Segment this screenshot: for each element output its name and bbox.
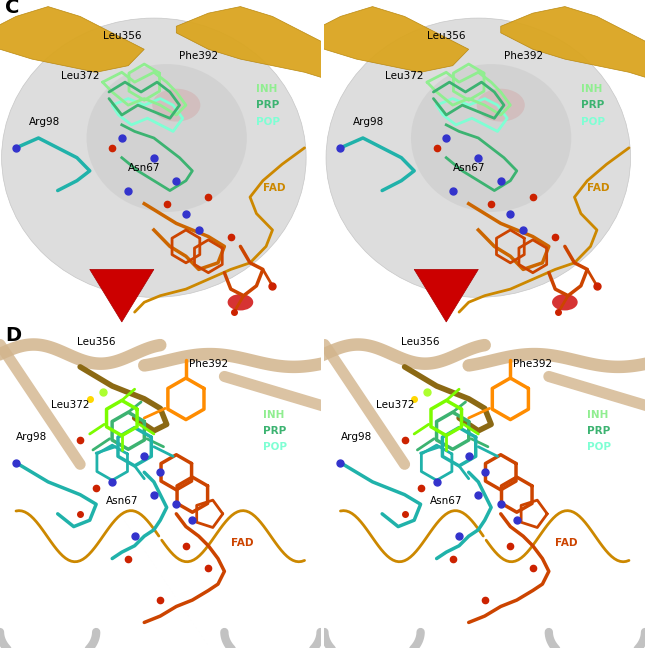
Text: PRP: PRP	[588, 426, 611, 436]
Polygon shape	[0, 6, 144, 73]
Text: Asn67: Asn67	[128, 163, 161, 173]
Text: FAD: FAD	[588, 183, 610, 192]
Text: POP: POP	[588, 442, 611, 452]
Text: INH: INH	[581, 84, 602, 94]
Text: Phe392: Phe392	[504, 51, 542, 61]
Text: Leu372: Leu372	[385, 71, 424, 81]
Text: Leu372: Leu372	[375, 400, 414, 410]
Ellipse shape	[552, 294, 578, 310]
Text: FAD: FAD	[555, 538, 578, 548]
Polygon shape	[176, 6, 337, 82]
Text: POP: POP	[263, 442, 287, 452]
Text: PRP: PRP	[581, 100, 604, 110]
Text: Arg98: Arg98	[29, 117, 60, 127]
Ellipse shape	[1, 18, 306, 297]
Text: INH: INH	[263, 410, 284, 420]
Text: INH: INH	[257, 84, 278, 94]
Polygon shape	[308, 6, 469, 73]
Text: INH: INH	[588, 410, 609, 420]
Text: Leu372: Leu372	[61, 71, 99, 81]
Text: PRP: PRP	[263, 426, 286, 436]
Text: D: D	[5, 327, 21, 345]
Text: Leu356: Leu356	[401, 336, 440, 347]
Text: POP: POP	[257, 117, 281, 127]
Text: Arg98: Arg98	[341, 432, 372, 443]
Ellipse shape	[411, 64, 571, 212]
Text: Asn67: Asn67	[452, 163, 485, 173]
Text: Leu372: Leu372	[51, 400, 90, 410]
Ellipse shape	[228, 294, 253, 310]
Text: Arg98: Arg98	[16, 432, 47, 443]
Text: C: C	[5, 0, 19, 17]
Text: Arg98: Arg98	[353, 117, 384, 127]
Ellipse shape	[326, 18, 631, 297]
Text: Asn67: Asn67	[106, 496, 138, 506]
Polygon shape	[414, 270, 479, 322]
Ellipse shape	[152, 89, 201, 122]
Ellipse shape	[477, 89, 525, 122]
Text: Leu356: Leu356	[427, 31, 466, 41]
Text: PRP: PRP	[257, 100, 280, 110]
Ellipse shape	[86, 64, 247, 212]
Text: FAD: FAD	[263, 183, 285, 192]
Text: Phe392: Phe392	[189, 359, 228, 369]
Text: Leu356: Leu356	[103, 31, 141, 41]
Text: Phe392: Phe392	[513, 359, 552, 369]
Text: FAD: FAD	[231, 538, 253, 548]
Text: Asn67: Asn67	[430, 496, 462, 506]
Polygon shape	[90, 270, 154, 322]
Text: Phe392: Phe392	[179, 51, 218, 61]
Polygon shape	[501, 6, 645, 82]
Text: POP: POP	[581, 117, 605, 127]
Text: Leu356: Leu356	[77, 336, 115, 347]
